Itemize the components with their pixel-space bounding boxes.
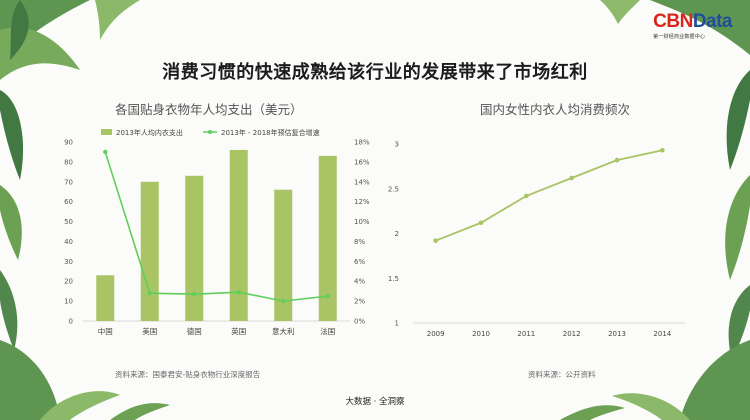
legend-bar-swatch [101, 129, 112, 135]
footer-tagline: 大数据 · 全洞察 [345, 397, 405, 407]
legend-line-label: 2013年 - 2018年预估复合增速 [221, 128, 320, 137]
frequency-point-1 [478, 220, 484, 226]
logo-subtitle: 第一财经商业数据中心 [653, 34, 706, 40]
y-tick-label: 1 [395, 320, 399, 328]
left-chart-source: 资料来源：国泰君安-贴身衣物行业深度报告 [115, 370, 261, 379]
growth-rate-point-3 [236, 289, 241, 295]
y-left-tick-label: 40 [64, 238, 73, 246]
bar-4 [274, 189, 293, 321]
x-tick-label: 2013 [608, 330, 626, 338]
bar-1 [140, 181, 159, 321]
bar-5 [318, 155, 337, 321]
frequency-line-chart: 1 1.5 2 2.5 3 2009 2010 2011 2012 2013 2014 [388, 141, 685, 338]
x-tick-label: 2009 [427, 330, 445, 338]
y-tick-label: 2 [395, 230, 399, 238]
bar-2 [185, 175, 204, 321]
frequency-point-0 [433, 238, 438, 243]
cbndata-logo: CBNData 第一财经商业数据中心 [653, 11, 733, 41]
right-chart-source: 资料来源：公开资料 [528, 370, 596, 379]
x-tick-label: 2012 [563, 330, 581, 338]
bar-3 [229, 149, 248, 321]
y-tick-label: 3 [395, 141, 399, 149]
legend-bar-label: 2013年人均内衣支出 [116, 128, 183, 137]
growth-rate-line [104, 151, 328, 302]
x-tick-label: 英国 [231, 326, 246, 336]
y-tick-label: 1.5 [388, 275, 399, 283]
y-tick-label: 2.5 [388, 185, 399, 193]
y-right-tick-label: 12% [354, 198, 370, 206]
y-left-tick-label: 60 [64, 198, 73, 206]
y-left-tick-label: 50 [64, 218, 73, 226]
frequency-point-2 [524, 193, 529, 199]
x-tick-label: 美国 [142, 326, 157, 336]
frequency-point-5 [660, 147, 665, 153]
y-left-tick-label: 30 [64, 258, 73, 266]
right-chart-title: 国内女性内衣人均消费频次 [480, 102, 631, 117]
x-tick-label: 法国 [320, 326, 335, 336]
y-left-tick-label: 10 [64, 298, 73, 306]
frequency-point-3 [569, 175, 574, 181]
growth-rate-point-2 [192, 291, 197, 297]
left-chart-title: 各国贴身衣物年人均支出（美元） [115, 102, 303, 117]
y-right-tick-label: 16% [354, 158, 370, 166]
frequency-point-4 [614, 157, 620, 163]
y-right-tick-label: 14% [354, 178, 370, 186]
growth-rate-point-0 [103, 149, 108, 155]
y-right-tick-label: 4% [354, 278, 365, 286]
spending-bar-chart: 2013年人均内衣支出 2013年 - 2018年预估复合增速 0 10 20 30 40 5… [64, 128, 370, 336]
x-tick-label: 2011 [517, 330, 535, 338]
growth-rate-point-1 [147, 290, 152, 296]
y-right-tick-label: 10% [354, 218, 370, 226]
x-tick-label: 德国 [187, 326, 202, 336]
bar-0 [96, 275, 115, 321]
x-tick-label: 意大利 [272, 326, 295, 336]
growth-rate-point-5 [325, 293, 330, 299]
y-right-tick-label: 0% [354, 318, 365, 326]
y-right-tick-label: 2% [354, 298, 365, 306]
logo-cbn: CBN [653, 11, 693, 32]
growth-rate-point-4 [281, 298, 286, 304]
logo-data: Data [692, 11, 733, 32]
y-left-tick-label: 70 [64, 178, 73, 186]
y-right-tick-label: 6% [354, 258, 365, 266]
x-tick-label: 2010 [472, 330, 490, 338]
y-right-tick-label: 18% [354, 139, 370, 147]
x-tick-label: 中国 [98, 326, 113, 336]
y-left-tick-label: 90 [64, 139, 73, 147]
y-left-tick-label: 0 [69, 318, 73, 326]
legend-line-marker [208, 130, 212, 134]
y-left-tick-label: 20 [64, 278, 73, 286]
y-right-tick-label: 8% [354, 238, 365, 246]
y-left-tick-label: 80 [64, 158, 73, 166]
x-tick-label: 2014 [653, 330, 671, 338]
frequency-line [435, 149, 663, 242]
page-title: 消费习惯的快速成熟给该行业的发展带来了市场红利 [162, 62, 588, 83]
